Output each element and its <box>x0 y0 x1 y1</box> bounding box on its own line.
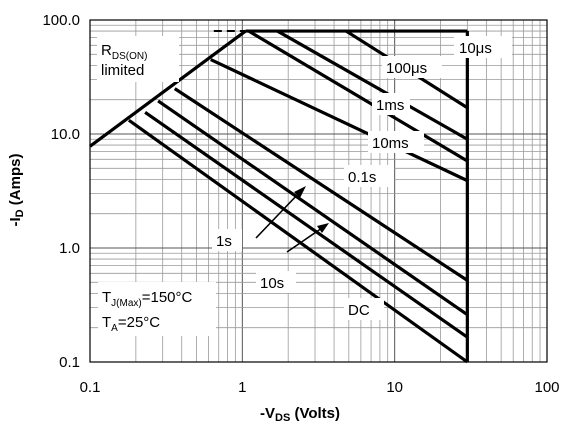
arrow-1s <box>255 191 301 239</box>
ta-label-rest: =25°C <box>118 314 160 331</box>
x-tick-label: 100 <box>534 379 559 396</box>
y-tick-label: 100.0 <box>42 12 80 29</box>
tj-label-main: T <box>102 289 111 306</box>
label-box-10us <box>454 36 512 58</box>
arrow-10s-head <box>317 223 329 233</box>
label-box-DC <box>344 298 384 320</box>
series-label-10us: 10μs <box>459 40 492 57</box>
x-tick-label: 10 <box>386 379 403 396</box>
series-label-DC: DC <box>348 302 370 319</box>
series-line-10s <box>144 110 469 339</box>
y-tick-label: 1.0 <box>59 240 80 257</box>
arrow-1s-head <box>294 186 306 198</box>
x-axis-title-main: -V <box>260 405 275 421</box>
plot-frame <box>89 19 548 363</box>
series-label-0.1s: 0.1s <box>348 169 376 186</box>
tj-label-sub: J(Max) <box>111 298 142 309</box>
y-tick-label: 0.1 <box>59 354 80 371</box>
rdson-label-sub: DS(ON) <box>112 51 148 62</box>
x-tick-label: 1 <box>238 379 246 396</box>
series-line-1s <box>157 99 469 317</box>
series-line-100us <box>276 29 469 141</box>
tj-label: TJ(Max)=150°C <box>102 289 193 309</box>
x-axis-title-rest: (Volts) <box>290 405 340 421</box>
conditions-box <box>98 282 216 336</box>
label-box-1ms <box>372 93 410 115</box>
x-axis-title-sub: DS <box>275 412 290 421</box>
label-box-10s <box>256 271 296 293</box>
y-axis-title: -ID (Amps) <box>7 154 26 227</box>
series-line-1ms <box>247 29 469 163</box>
x-axis-title: -VDS (Volts) <box>260 405 340 421</box>
y-axis-title-main: -I <box>7 217 24 226</box>
series-label-10s: 10s <box>260 275 284 292</box>
series-label-1s: 1s <box>216 233 232 250</box>
rdson-label-limited: limited <box>101 62 144 79</box>
plot-lines <box>89 29 469 364</box>
series-line-DC <box>127 118 469 364</box>
tj-label-rest: =150°C <box>142 289 193 306</box>
y-tick-label: 10.0 <box>51 126 80 143</box>
rdson-limit-line <box>89 29 247 148</box>
series-label-10ms: 10ms <box>372 135 409 152</box>
series-line-10ms <box>210 58 469 183</box>
series-label-100us: 100μs <box>386 60 427 77</box>
x-tick-label: 0.1 <box>80 379 101 396</box>
ta-label-sub: A <box>111 323 118 334</box>
series-line-0.1s <box>173 87 469 282</box>
rdson-label: RDS(ON) <box>101 42 147 62</box>
y-axis-title-sub: D <box>14 209 26 217</box>
ta-label: TA=25°C <box>102 314 160 334</box>
series-label-1ms: 1ms <box>376 97 404 114</box>
rdson-label-box <box>97 36 179 82</box>
tick-labels: 0.1 1 10 100 0.1 1.0 10.0 100.0 <box>42 12 559 396</box>
ta-label-main: T <box>102 314 111 331</box>
arrow-10s <box>286 227 323 253</box>
label-box-0.1s <box>344 165 394 187</box>
label-box-10ms <box>368 131 424 153</box>
label-box-100us <box>382 56 442 78</box>
label-box-1s <box>212 229 242 251</box>
y-axis-title-rest: (Amps) <box>7 154 24 210</box>
rdson-label-main: R <box>101 42 112 59</box>
